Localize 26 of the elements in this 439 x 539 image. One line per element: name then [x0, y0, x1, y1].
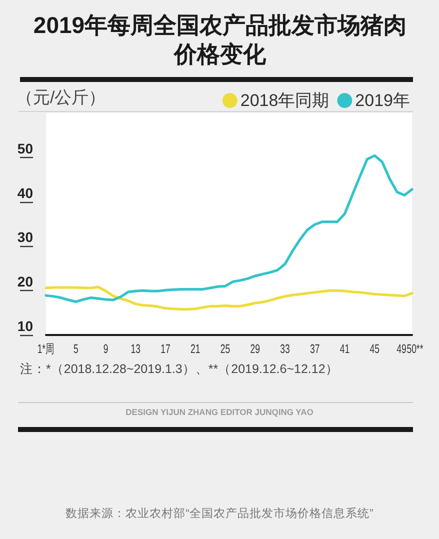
source-note: 数据来源：农业农村部“全国农产品批发市场价格信息系统” [64, 506, 374, 521]
x-tick-label: 13 [130, 342, 140, 356]
legend-label: 2019年 [355, 91, 410, 110]
text: DESIGN YIJUN ZHANG EDITOR JUNQING YAO [124, 407, 314, 417]
x-tick-label: 49 [396, 342, 406, 356]
x-tick-label: 25 [220, 342, 230, 356]
x-tick-label: 5 [73, 342, 78, 356]
y-tick-label: 50 [17, 140, 34, 156]
x-tick-label: 33 [280, 342, 290, 356]
y-tick-label: 10 [17, 318, 34, 334]
chart-title: 2019年每周全国农产品批发市场猪肉价格变化 [32, 11, 408, 69]
x-tick-label: 29 [250, 342, 260, 356]
x-tick-label: 1*周 [37, 342, 54, 356]
text: 注：*（2018.12.28~2019.1.3）、**（2019.12.6~12.12） [20, 361, 338, 378]
x-tick-label: 9 [103, 342, 108, 356]
x-tick-label: 45 [370, 342, 380, 356]
y-tick-label: 20 [17, 274, 34, 290]
x-tick-label: 37 [310, 342, 320, 356]
x-tick-label: 41 [340, 342, 350, 356]
legend-label: 2018年同期 [240, 91, 330, 110]
y-tick-label: 40 [17, 184, 34, 201]
y-axis-title: （元/公斤） [16, 87, 106, 109]
x-tick-label: 50** [406, 342, 424, 356]
y-tick-label: 30 [17, 229, 34, 246]
x-tick-label: 17 [160, 342, 170, 356]
x-tick-label: 21 [190, 342, 200, 356]
